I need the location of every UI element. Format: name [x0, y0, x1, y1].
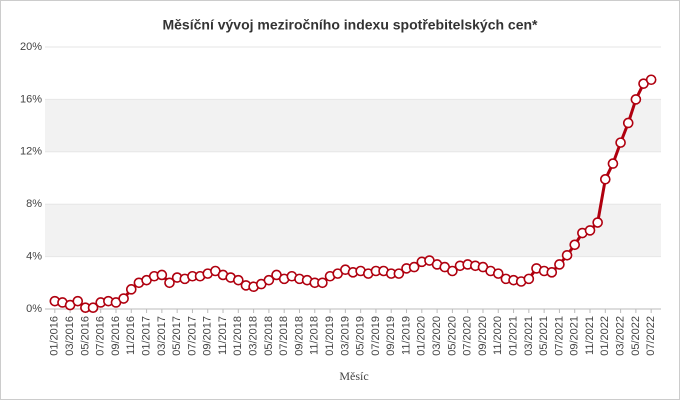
data-point [492, 268, 504, 279]
x-tick-label: 01/2022 [599, 316, 611, 356]
y-tick-label: 12% [20, 146, 42, 158]
x-tick-label: 11/2016 [125, 316, 137, 355]
data-point [156, 269, 168, 281]
data-point [600, 174, 611, 185]
data-point [561, 249, 573, 261]
data-point [645, 74, 657, 86]
x-tick-label: 09/2019 [385, 316, 397, 356]
data-point [408, 261, 420, 273]
x-tick-label: 05/2016 [79, 316, 91, 356]
y-tick-label: 0% [26, 303, 42, 315]
x-tick-label: 09/2021 [569, 316, 581, 356]
x-tick-label: 07/2017 [186, 316, 198, 356]
x-tick-label: 07/2018 [278, 316, 290, 356]
data-point [592, 217, 603, 228]
x-tick-label: 01/2021 [507, 316, 519, 356]
x-tick-label: 11/2017 [217, 316, 229, 355]
x-tick-label: 11/2020 [492, 316, 504, 355]
data-point [569, 239, 581, 251]
y-tick-label: 20% [20, 41, 42, 53]
data-point [118, 293, 129, 304]
data-point [447, 265, 458, 277]
x-tick-label: 05/2022 [630, 316, 642, 356]
x-tick-label: 09/2018 [293, 316, 305, 356]
data-point [317, 277, 328, 289]
x-tick-label: 05/2017 [171, 316, 183, 356]
x-tick-label: 05/2021 [538, 316, 550, 356]
data-point [125, 284, 137, 295]
x-tick-label: 11/2018 [309, 316, 321, 355]
x-tick-label: 09/2020 [477, 316, 489, 356]
x-tick-label: 05/2018 [263, 316, 275, 356]
x-tick-label: 01/2016 [49, 316, 61, 356]
x-tick-label: 07/2020 [462, 316, 474, 356]
y-tick-label: 16% [20, 93, 42, 105]
x-axis-label: Měsíc [339, 369, 368, 383]
x-tick-label: 01/2019 [324, 316, 336, 356]
data-point [584, 225, 596, 236]
data-point [546, 267, 558, 278]
data-point [233, 274, 244, 286]
data-point [87, 302, 99, 313]
x-tick-label: 07/2021 [553, 316, 565, 356]
x-tick-label: 07/2022 [645, 316, 657, 356]
y-tick-label: 8% [26, 198, 42, 210]
x-tick-label: 03/2021 [523, 316, 535, 356]
x-tick-label: 03/2020 [431, 316, 443, 356]
grid-band [45, 99, 661, 152]
data-point [164, 277, 175, 289]
x-tick-label: 07/2016 [95, 316, 107, 356]
x-tick-label: 05/2019 [355, 316, 367, 356]
y-tick-label: 4% [26, 251, 42, 263]
x-tick-label: 11/2019 [400, 316, 412, 355]
x-tick-label: 03/2017 [156, 316, 168, 356]
grid-band [45, 204, 661, 257]
x-tick-label: 01/2018 [232, 316, 244, 356]
data-point [263, 274, 275, 286]
x-tick-label: 03/2019 [339, 316, 351, 356]
x-tick-label: 01/2020 [416, 316, 428, 356]
data-point [72, 295, 84, 307]
x-tick-label: 09/2017 [202, 316, 214, 356]
data-point [607, 158, 619, 169]
x-tick-label: 01/2017 [140, 316, 152, 356]
x-tick-label: 11/2021 [584, 316, 596, 355]
x-tick-label: 09/2016 [110, 316, 122, 356]
x-tick-label: 03/2016 [64, 316, 76, 356]
data-point [622, 117, 634, 129]
data-point [393, 268, 405, 279]
data-point [615, 137, 626, 148]
x-tick-label: 07/2019 [370, 316, 382, 356]
chart-title: Měsíční vývoj meziročního indexu spotřeb… [162, 17, 538, 33]
data-point [523, 273, 535, 285]
x-tick-label: 05/2020 [446, 316, 458, 356]
data-point [630, 94, 642, 105]
x-tick-label: 03/2018 [248, 316, 260, 356]
data-point [554, 259, 565, 270]
x-tick-label: 03/2022 [615, 316, 627, 356]
